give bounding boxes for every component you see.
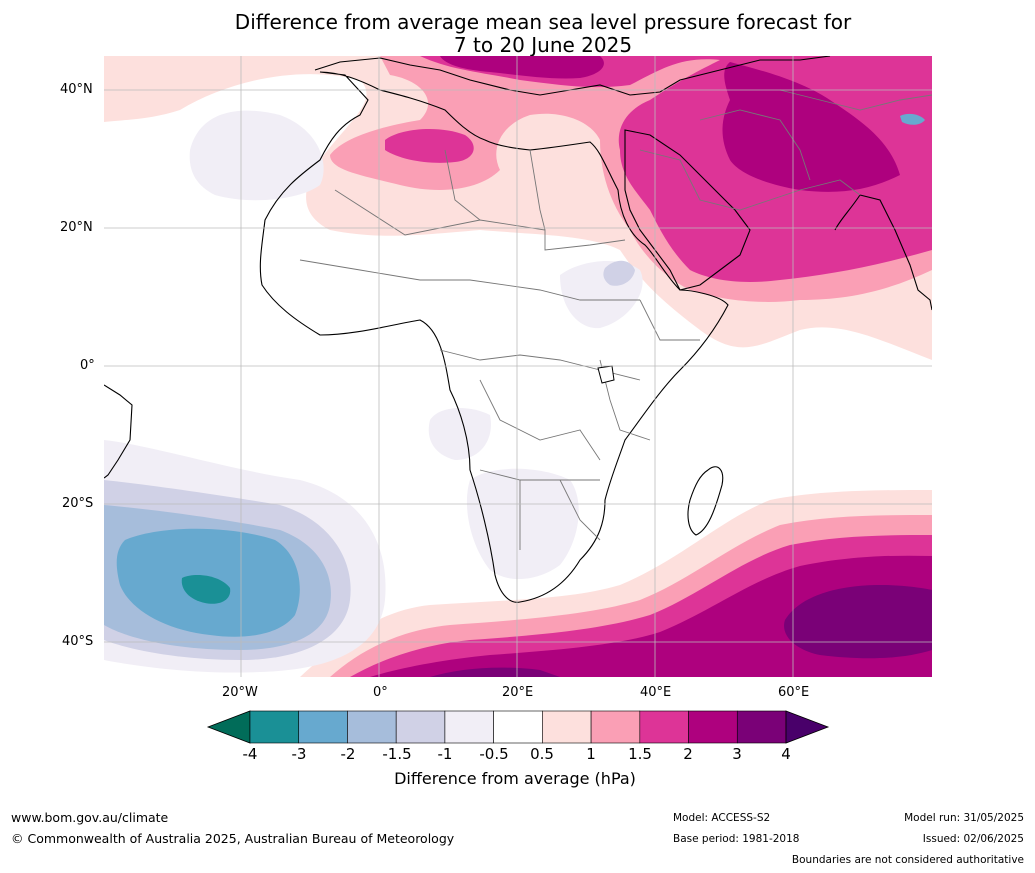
lon-label-40e: 40°E	[640, 685, 672, 700]
colorbar-tick: -1.5	[382, 745, 412, 763]
colorbar-tick: 4	[781, 745, 791, 763]
anomaly-band-3-4-south-atl	[430, 667, 560, 677]
border-central-asia	[779, 89, 932, 111]
colorbar-cell	[444, 710, 494, 744]
border-middle-east	[639, 149, 861, 211]
lat-label-40s: 40°S	[62, 634, 94, 649]
footer-model: Model: ACCESS-S2	[673, 812, 771, 824]
colorbar-tick: -4	[242, 745, 258, 763]
coastline-madagascar	[687, 466, 724, 536]
footer-url: www.bom.gov.au/climate	[11, 810, 169, 825]
colorbar-tick: 2	[683, 745, 693, 763]
anomaly-patch-neg-congo	[428, 408, 491, 460]
lat-label-20s: 20°S	[62, 496, 94, 511]
graticule	[104, 56, 932, 677]
lake-victoria	[597, 365, 615, 384]
coastline-south-america	[104, 384, 133, 479]
anomaly-band-1.5-2-sahara	[385, 128, 474, 163]
colorbar-under-arrow	[206, 710, 251, 744]
footer-copyright: © Commonwealth of Australia 2025, Austra…	[11, 831, 455, 846]
colorbar-tick: -2	[340, 745, 356, 763]
colorbar-cell	[542, 710, 592, 744]
anomaly-band-2-3-europe	[440, 56, 604, 79]
border-algeria-libya	[444, 149, 481, 221]
border-sahel	[299, 259, 640, 301]
coastline-india	[834, 194, 932, 311]
lon-label-0: 0°	[373, 685, 388, 700]
anomaly-band-2-3-south	[370, 555, 932, 677]
lon-label-20e: 20°E	[502, 685, 534, 700]
footer-base-period: Base period: 1981-2018	[673, 833, 800, 845]
colorbar-cell	[395, 710, 446, 744]
anomaly-patch-neg-south-africa	[466, 468, 579, 580]
colorbar-tick: -1	[437, 745, 453, 763]
border-drc	[479, 379, 601, 461]
colorbar-cell	[688, 710, 738, 744]
colorbar-cell	[249, 710, 300, 744]
colorbar-tick: 3	[732, 745, 742, 763]
lon-label-60e: 60°E	[778, 685, 810, 700]
colorbar-cell	[639, 710, 689, 744]
colorbar-cell	[298, 710, 348, 744]
lon-label-20w: 20°W	[222, 685, 258, 700]
border-libya-egypt	[529, 149, 546, 231]
country-borders	[299, 89, 932, 550]
footer-model-run: Model run: 31/05/2025	[904, 812, 1024, 824]
footer-issued: Issued: 02/06/2025	[922, 833, 1024, 845]
colorbar-cells	[249, 710, 787, 744]
map-title-line1: Difference from average mean sea level p…	[234, 10, 852, 34]
lat-label-40n: 40°N	[60, 82, 93, 97]
map-title-line2: 7 to 20 June 2025	[453, 33, 633, 57]
border-southern	[479, 469, 601, 550]
anomaly-band-neg-3-4	[181, 575, 231, 604]
colorbar-cell	[590, 710, 641, 744]
anomaly-patch-neg-tibet	[900, 113, 925, 125]
anomaly-patch-neg-atlantic-north	[189, 110, 324, 201]
anomaly-patch-neg-sahel-dark	[603, 260, 635, 286]
colorbar-title: Difference from average (hPa)	[394, 769, 636, 788]
footer-disclaimer: Boundaries are not considered authoritat…	[791, 854, 1024, 866]
colorbar-cell	[493, 710, 543, 744]
colorbar-tick: -0.5	[479, 745, 509, 763]
coastline-arabia	[624, 129, 751, 291]
colorbar-cell	[347, 710, 397, 744]
lat-label-0: 0°	[80, 358, 95, 373]
colorbar-tick: 1.5	[628, 745, 652, 763]
anomaly-band-3-4-south	[784, 585, 932, 659]
coastline-africa	[259, 71, 729, 603]
border-iran	[699, 109, 811, 181]
colorbar-cell	[736, 710, 787, 744]
colorbar-tick: 1	[586, 745, 596, 763]
pressure-anomaly-field	[104, 56, 932, 677]
colorbar-tick: -3	[291, 745, 307, 763]
colorbar-over-arrow	[785, 710, 830, 744]
lat-label-20n: 20°N	[60, 220, 93, 235]
anomaly-band-2-3-north	[722, 62, 900, 192]
colorbar	[206, 710, 830, 744]
colorbar-tick: 0.5	[530, 745, 554, 763]
